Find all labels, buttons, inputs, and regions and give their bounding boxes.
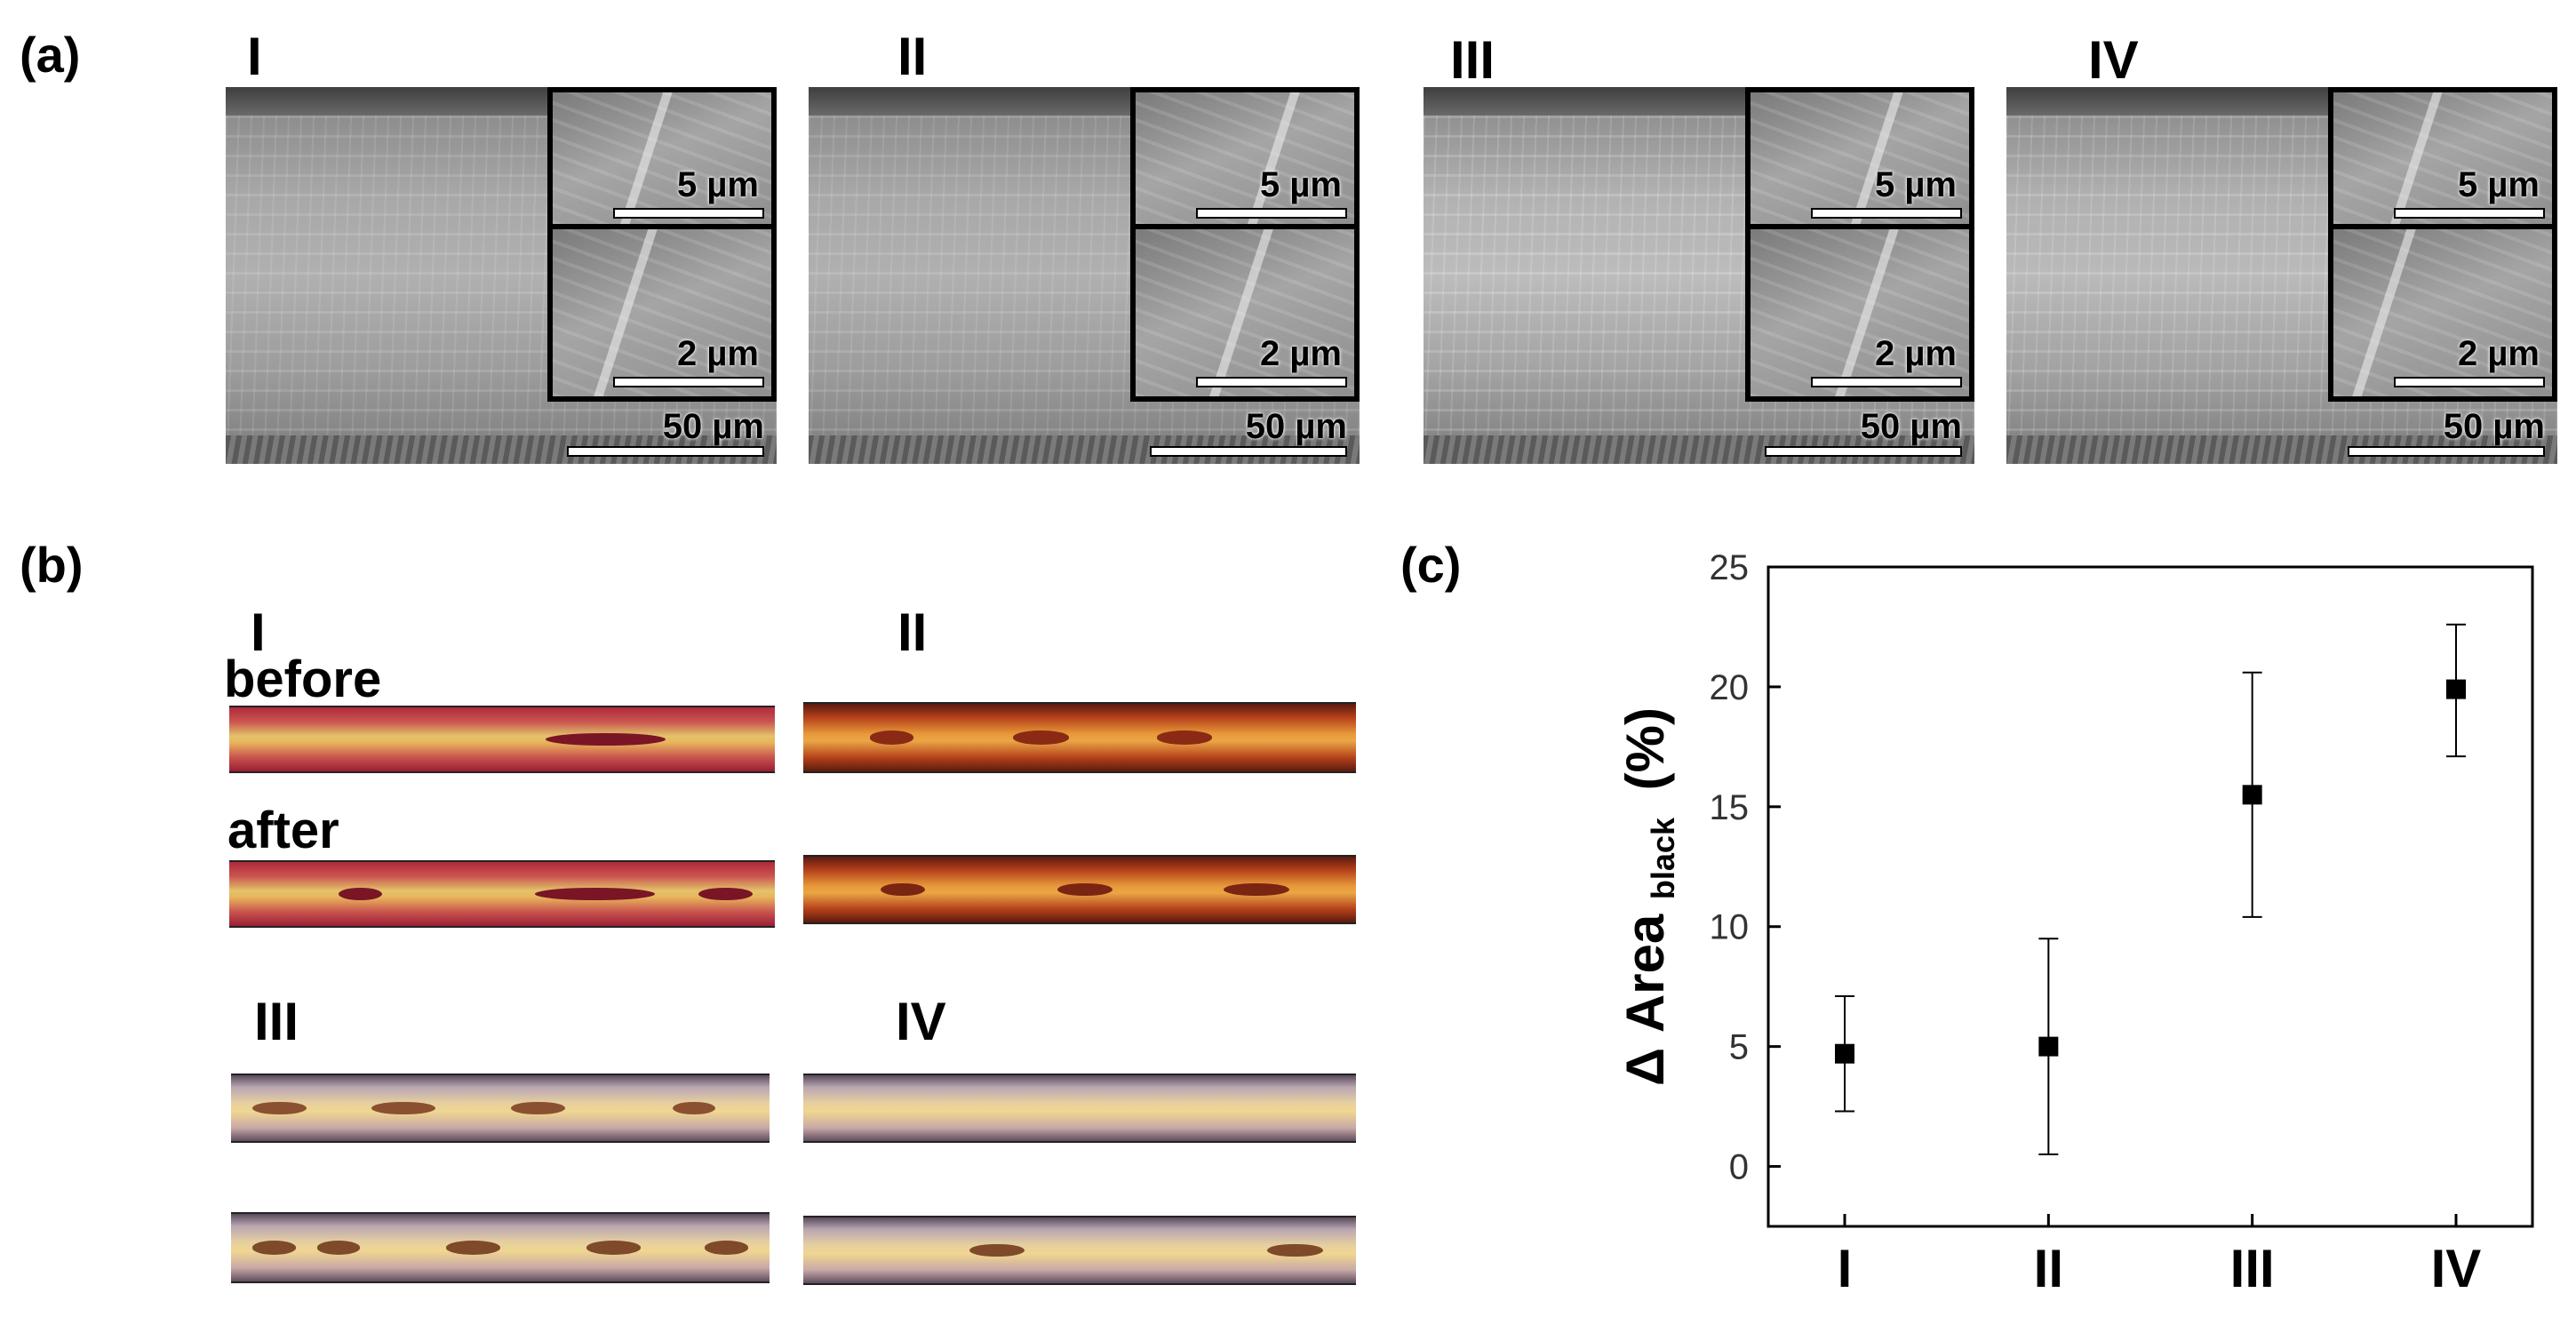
sem-inset-high-mag: 5 µm: [547, 87, 777, 229]
scale-label: 5 µm: [2458, 165, 2540, 204]
micrograph-ii-after: [803, 855, 1356, 924]
data-point: [2038, 1036, 2059, 1057]
sem-label-i: I: [247, 27, 262, 86]
scale-label: 50 µm: [662, 407, 764, 446]
scale-label: 2 µm: [1875, 334, 1957, 373]
scale-bar: [567, 446, 764, 457]
optical-label-ii: II: [897, 603, 928, 662]
panel-c-label: (c): [1400, 537, 1462, 593]
scale-bar: [613, 208, 764, 219]
sem-label-iv: IV: [2088, 30, 2139, 90]
data-point: [2242, 785, 2262, 805]
x-category-label: IV: [2431, 1239, 2482, 1298]
optical-label-iii: III: [254, 992, 299, 1051]
y-axis-label-unit: (%): [1615, 707, 1675, 790]
sem-inset-higher-mag: 2 µm: [1130, 224, 1360, 402]
y-tick-label: 20: [1710, 668, 1750, 707]
micrograph-iii-after: [231, 1212, 770, 1283]
panel-a-label: (a): [20, 27, 81, 83]
data-point: [2446, 679, 2466, 699]
scale-label: 50 µm: [1860, 407, 1962, 446]
scale-bar: [1765, 446, 1962, 457]
scale-bar: [2394, 377, 2545, 387]
sem-inset-high-mag: 5 µm: [1745, 87, 1974, 229]
scale-bar: [1150, 446, 1347, 457]
scale-label: 5 µm: [1260, 165, 1342, 204]
optical-label-i: I: [251, 603, 266, 662]
x-axis: I II III IV: [1838, 1214, 2482, 1298]
scale-bar: [1811, 208, 1962, 219]
sem-inset-high-mag: 5 µm: [1130, 87, 1360, 229]
sem-inset-high-mag: 5 µm: [2328, 87, 2557, 229]
y-axis: 0 5 10 15 20 25: [1710, 548, 1781, 1187]
data-point: [1835, 1043, 1854, 1064]
y-tick-label: 10: [1710, 908, 1750, 947]
scale-bar: [1811, 377, 1962, 387]
y-tick-label: 0: [1729, 1148, 1749, 1187]
y-tick-label: 15: [1710, 788, 1750, 827]
sem-inset-higher-mag: 2 µm: [547, 224, 777, 402]
scale-label: 5 µm: [1875, 165, 1957, 204]
y-axis-label-main: Δ Area: [1615, 914, 1675, 1086]
scale-bar: [2348, 446, 2545, 457]
scale-label: 2 µm: [1260, 334, 1342, 373]
micrograph-i-after: [229, 860, 775, 928]
y-tick-label: 5: [1729, 1028, 1749, 1067]
sem-label-ii: II: [897, 27, 928, 86]
sem-inset-higher-mag: 2 µm: [1745, 224, 1974, 402]
y-tick-label: 25: [1710, 548, 1750, 587]
y-axis-label: Δ Area black (%): [1615, 707, 1686, 1086]
scale-label: 2 µm: [677, 334, 759, 373]
optical-label-iv: IV: [896, 992, 946, 1051]
sem-inset-higher-mag: 2 µm: [2328, 224, 2557, 402]
micrograph-ii-before: [803, 702, 1356, 773]
scale-bar: [613, 377, 764, 387]
micrograph-iv-after: [803, 1216, 1356, 1285]
plot-frame: [1767, 565, 2534, 1228]
sem-image-iii: 5 µm 2 µm 50 µm: [1424, 87, 1974, 464]
micrograph-iii-before: [231, 1074, 770, 1143]
sem-image-iv: 5 µm 2 µm 50 µm: [2006, 87, 2557, 464]
after-label: after: [227, 802, 339, 859]
scale-label: 50 µm: [1245, 407, 1347, 446]
scale-label: 50 µm: [2443, 407, 2545, 446]
sem-label-iii: III: [1450, 30, 1495, 90]
x-category-label: I: [1838, 1239, 1853, 1298]
sem-image-ii: 5 µm 2 µm 50 µm: [809, 87, 1360, 464]
data-series: [1835, 623, 2466, 1156]
micrograph-i-before: [229, 706, 775, 773]
panel-b-label: (b): [20, 537, 84, 593]
micrograph-iv-before: [803, 1074, 1356, 1143]
before-label: before: [224, 651, 382, 708]
scale-label: 2 µm: [2458, 334, 2540, 373]
y-axis-label-subscript: black: [1645, 817, 1681, 899]
x-category-label: III: [2230, 1239, 2275, 1298]
x-category-label: II: [2034, 1239, 2063, 1298]
scale-label: 5 µm: [677, 165, 759, 204]
scale-bar: [1196, 377, 1347, 387]
scale-bar: [1196, 208, 1347, 219]
scale-bar: [2394, 208, 2545, 219]
sem-image-i: 5 µm 2 µm 50 µm: [226, 87, 777, 464]
